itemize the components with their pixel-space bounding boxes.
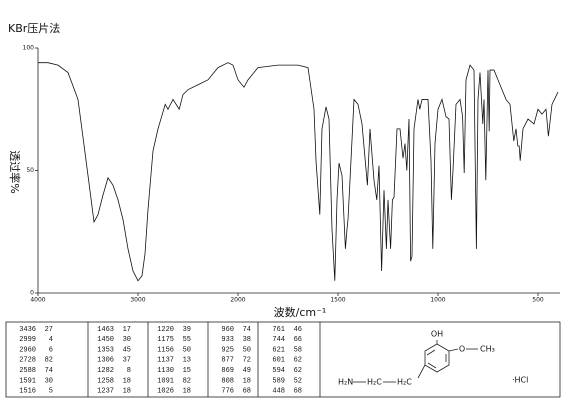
atom-label: OH [431,330,443,339]
wavenumber-cell: 1137 [157,357,174,365]
wavenumber-cell: 933 [221,336,234,344]
wavenumber-cell: 869 [221,367,234,375]
x-tick-label: 500 [532,297,544,304]
transmittance-cell: 13 [183,357,191,365]
transmittance-cell: 37 [123,357,131,365]
transmittance-cell: 50 [183,346,191,354]
transmittance-cell: 8 [127,367,131,375]
transmittance-cell: 18 [183,388,191,396]
wavenumber-cell: 1130 [157,367,174,375]
wavenumber-cell: 2588 [19,367,36,375]
y-tick-label: 100 [23,45,35,52]
ring-bond [427,362,437,369]
transmittance-cell: 4 [49,336,53,344]
wavenumber-cell: 877 [221,357,234,365]
wavenumber-cell: 3436 [19,326,36,334]
wavenumber-cell: 761 [272,326,285,334]
wavenumber-cell: 1306 [97,357,114,365]
wavenumber-cell: 1156 [157,346,174,354]
wavenumber-cell: 1175 [157,336,174,344]
transmittance-cell: 46 [294,326,302,334]
x-tick-label: 1000 [430,297,445,304]
transmittance-cell: 27 [45,326,53,334]
transmittance-cell: 82 [45,357,53,365]
wavenumber-cell: 589 [272,377,285,385]
transmittance-cell: 45 [123,346,131,354]
atom-label: H₂C [397,378,412,387]
x-tick-label: 3000 [130,297,145,304]
wavenumber-cell: 744 [272,336,285,344]
transmittance-cell: 66 [294,336,302,344]
transmittance-cell: 49 [243,367,251,375]
wavenumber-cell: 1282 [97,367,114,375]
transmittance-cell: 52 [294,377,302,385]
transmittance-cell: 74 [243,326,251,334]
wavenumber-cell: 925 [221,346,234,354]
transmittance-cell: 82 [183,377,191,385]
spectrum-line [38,62,559,282]
wavenumber-cell: 601 [272,357,285,365]
transmittance-cell: 38 [243,336,251,344]
wavenumber-cell: 1591 [19,377,36,385]
transmittance-cell: 58 [294,346,302,354]
wavenumber-cell: 621 [272,346,285,354]
transmittance-cell: 39 [183,326,191,334]
x-axis-label: 波数/cm⁻¹ [274,306,327,319]
wavenumber-cell: 1516 [19,388,36,396]
transmittance-cell: 62 [294,367,302,375]
benzene-ring [424,343,450,373]
y-tick-label: 50 [26,167,34,174]
transmittance-cell: 68 [243,388,251,396]
x-tick-label: 1500 [330,297,345,304]
transmittance-cell: 72 [243,357,251,365]
table-frame [5,321,561,398]
wavenumber-cell: 2728 [19,357,36,365]
transmittance-cell: 18 [243,377,251,385]
bond [417,364,426,379]
transmittance-cell: 55 [183,336,191,344]
transmittance-cell: 6 [49,346,53,354]
wavenumber-cell: 1220 [157,326,174,334]
transmittance-cell: 5 [49,388,53,396]
chart-title: KBr压片法 [8,21,60,35]
transmittance-cell: 50 [243,346,251,354]
wavenumber-cell: 1026 [157,388,174,396]
atom-label: O [459,345,465,354]
transmittance-cell: 30 [45,377,53,385]
atom-label: H₂C [367,378,382,387]
transmittance-cell: 68 [294,388,302,396]
transmittance-cell: 17 [123,326,131,334]
wavenumber-cell: 1258 [97,377,114,385]
transmittance-cell: 62 [294,357,302,365]
transmittance-cell: 30 [123,336,131,344]
transmittance-cell: 74 [45,367,53,375]
atom-label: H₂N [338,378,353,387]
y-tick-label: 0 [30,290,34,297]
transmittance-cell: 15 [183,367,191,375]
wavenumber-cell: 1237 [97,388,114,396]
wavenumber-cell: 594 [272,367,285,375]
wavenumber-cell: 1463 [97,326,114,334]
transmittance-cell: 18 [123,388,131,396]
wavenumber-cell: 1091 [157,377,174,385]
wavenumber-cell: 776 [221,388,234,396]
bond [448,348,459,352]
ring-bond [426,349,436,356]
transmittance-cell: 18 [123,377,131,385]
wavenumber-cell: 960 [221,326,234,334]
wavenumber-cell: 2999 [19,336,36,344]
wavenumber-cell: 808 [221,377,234,385]
y-axis-label: 透过率% [8,150,22,193]
wavenumber-cell: 1353 [97,346,114,354]
structure-bonds [353,340,478,383]
atom-label: CH₃ [480,345,495,354]
wavenumber-cell: 1450 [97,336,114,344]
salt-label: ·HCl [512,376,528,385]
x-tick-label: 4000 [30,297,45,304]
x-tick-label: 2000 [230,297,245,304]
wavenumber-cell: 448 [272,388,285,396]
wavenumber-cell: 2960 [19,346,36,354]
